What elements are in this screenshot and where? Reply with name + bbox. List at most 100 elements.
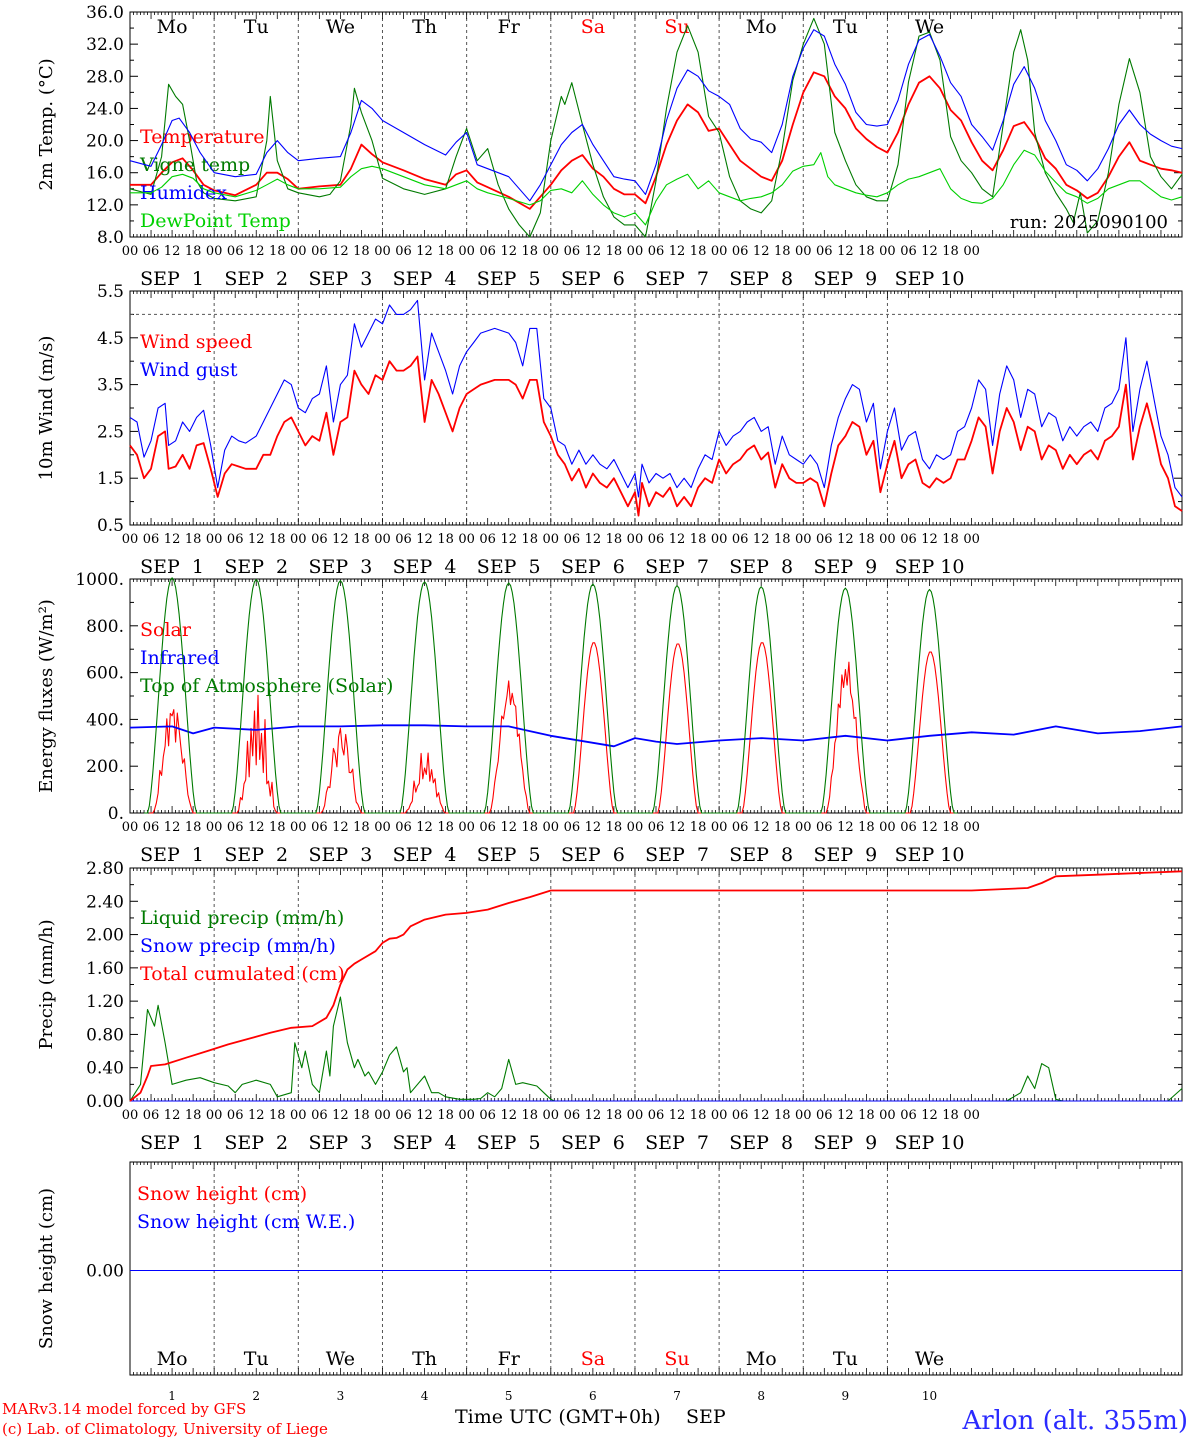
y-tick-label: 1000. — [75, 570, 124, 590]
day-number: 4 — [421, 1389, 429, 1403]
day-name: Th — [412, 1348, 437, 1370]
hour-label: 00 — [963, 532, 980, 547]
model-credit: MARv3.14 model forced by GFS — [2, 1400, 246, 1418]
date-label: SEP 4 — [393, 268, 457, 290]
hour-label: 00 — [543, 244, 560, 259]
hour-label: 00 — [122, 244, 139, 259]
hour-label: 06 — [732, 1108, 749, 1123]
panel-2: 0.5 1.5 2.5 3.5 4.5 5.5 10m Wind (m/s) 00 06 12 18… — [36, 282, 1183, 578]
hour-label: 06 — [395, 532, 412, 547]
hour-label: 12 — [585, 820, 602, 835]
hour-label: 06 — [648, 820, 665, 835]
panel-3: 0. 200. 400. 600. 800. 1000. Energy fluxes (W/… — [36, 570, 1183, 866]
y-tick-label: 28.0 — [86, 67, 124, 87]
hour-label: 18 — [185, 1108, 202, 1123]
hour-label: 00 — [795, 820, 812, 835]
hour-label: 12 — [921, 244, 938, 259]
hour-label: 18 — [269, 820, 286, 835]
legend-entry: Infrared — [140, 647, 220, 669]
y-tick-label: 20.0 — [86, 132, 124, 152]
date-label: SEP 10 — [895, 844, 965, 866]
hour-label: 06 — [816, 1108, 833, 1123]
hour-label: 06 — [564, 532, 581, 547]
hour-label: 00 — [290, 820, 307, 835]
hour-label: 00 — [206, 244, 223, 259]
hour-label: 18 — [269, 532, 286, 547]
series-line-1 — [129, 17, 1183, 238]
hour-label: 18 — [774, 820, 791, 835]
hour-label: 06 — [143, 1108, 160, 1123]
hour-label: 12 — [164, 1108, 181, 1123]
hour-label: 06 — [732, 532, 749, 547]
panel-5: 0.00 Snow height (cm) Mo Tu We Th Fr Sa Su Mo Tu We… — [36, 1161, 1183, 1403]
hour-label: 12 — [753, 532, 770, 547]
legend-entry: Top of Atmosphere (Solar) — [140, 675, 393, 697]
hour-label: 12 — [164, 820, 181, 835]
date-label: SEP 6 — [561, 268, 625, 290]
day-name: Tu — [833, 1348, 858, 1370]
hour-label: 12 — [416, 532, 433, 547]
hour-label: 00 — [795, 532, 812, 547]
day-name: Mo — [746, 1348, 777, 1370]
legend-entry: Solar — [140, 619, 192, 641]
hour-label: 18 — [942, 244, 959, 259]
hour-label: 00 — [543, 820, 560, 835]
hour-label: 00 — [627, 820, 644, 835]
y-tick-label: 2.00 — [86, 926, 124, 946]
date-label: SEP 3 — [308, 1132, 372, 1154]
date-label: SEP 4 — [393, 1132, 457, 1154]
y-tick-label: 800. — [86, 617, 124, 637]
y-axis-title: 2m Temp. (°C) — [36, 58, 57, 190]
hour-label: 06 — [311, 532, 328, 547]
hour-label: 18 — [774, 244, 791, 259]
hour-label: 06 — [900, 532, 917, 547]
hour-label: 18 — [437, 532, 454, 547]
day-name: Tu — [244, 16, 269, 38]
date-label: SEP 5 — [477, 844, 541, 866]
hour-label: 18 — [521, 244, 538, 259]
hour-label: 18 — [942, 532, 959, 547]
day-number: 9 — [842, 1389, 850, 1403]
y-tick-label: 16.0 — [86, 164, 124, 184]
run-label: run: 2025090100 — [1010, 212, 1168, 233]
series-line-1 — [129, 299, 1183, 498]
date-label: SEP 1 — [140, 556, 204, 578]
series-line-2 — [129, 870, 1183, 1102]
hour-label: 18 — [774, 1108, 791, 1123]
day-name: We — [915, 16, 944, 38]
date-label: SEP 5 — [477, 1132, 541, 1154]
hour-label: 00 — [627, 1108, 644, 1123]
hour-label: 12 — [585, 244, 602, 259]
y-tick-label: 1.20 — [86, 992, 124, 1012]
hour-label: 00 — [206, 820, 223, 835]
hour-label: 12 — [921, 820, 938, 835]
hour-label: 00 — [963, 244, 980, 259]
hour-label: 12 — [248, 1108, 265, 1123]
hour-label: 18 — [942, 1108, 959, 1123]
hour-label: 00 — [795, 1108, 812, 1123]
date-label: SEP 10 — [895, 1132, 965, 1154]
y-tick-label: 1.60 — [86, 959, 124, 979]
hour-label: 12 — [500, 1108, 517, 1123]
hour-label: 00 — [374, 532, 391, 547]
hour-label: 18 — [521, 532, 538, 547]
hour-label: 18 — [353, 820, 370, 835]
hour-label: 18 — [185, 244, 202, 259]
date-label: SEP 7 — [645, 556, 709, 578]
hour-label: 12 — [669, 244, 686, 259]
date-label: SEP 1 — [140, 1132, 204, 1154]
hour-label: 00 — [627, 244, 644, 259]
day-name: Su — [664, 1348, 689, 1370]
date-label: SEP 3 — [308, 556, 372, 578]
hour-label: 12 — [921, 1108, 938, 1123]
hour-label: 06 — [143, 820, 160, 835]
hour-label: 06 — [227, 532, 244, 547]
hour-label: 18 — [774, 532, 791, 547]
hour-label: 18 — [858, 532, 875, 547]
y-tick-label: 4.5 — [97, 329, 124, 349]
y-axis-title: 10m Wind (m/s) — [36, 336, 57, 481]
hour-label: 00 — [290, 244, 307, 259]
hour-label: 06 — [900, 1108, 917, 1123]
hour-label: 06 — [816, 244, 833, 259]
hour-label: 00 — [627, 532, 644, 547]
